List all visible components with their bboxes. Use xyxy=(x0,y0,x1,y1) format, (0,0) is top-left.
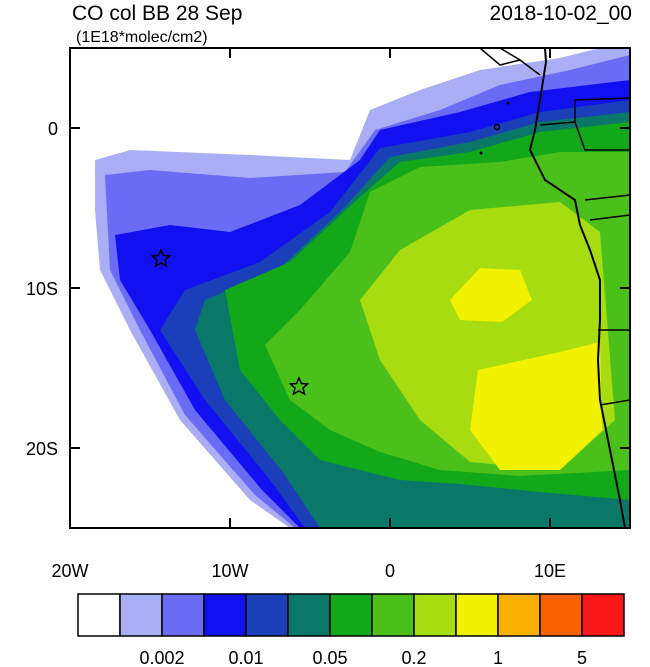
colorbar-label: 1 xyxy=(493,648,503,667)
colorbar-box xyxy=(287,593,331,637)
y-tick-label: 10S xyxy=(26,279,58,299)
colorbar-label: 5 xyxy=(577,648,587,667)
colorbar-label: 0.01 xyxy=(228,648,263,667)
colorbar-box xyxy=(581,593,625,637)
colorbar-box xyxy=(119,593,163,637)
x-tick-label: 10W xyxy=(211,561,248,581)
colorbar: 0.002 0.01 0.05 0.2 1 5 xyxy=(77,593,625,667)
colorbar-box xyxy=(371,593,415,637)
colorbar-label: 0.002 xyxy=(139,648,184,667)
colorbar-box xyxy=(497,593,541,637)
units: (1E18*molec/cm2) xyxy=(76,29,208,46)
colorbar-box xyxy=(77,593,121,637)
x-tick-label: 10E xyxy=(534,561,566,581)
y-tick-label: 0 xyxy=(48,119,58,139)
colorbar-box xyxy=(245,593,289,637)
axis-ticks: 20W 10W 0 10E 0 10S 20S xyxy=(26,48,630,581)
title: CO col BB 28 Sep xyxy=(72,2,242,25)
date: 2018-10-02_00 xyxy=(490,2,632,25)
colorbar-box xyxy=(455,593,499,637)
y-tick-label: 20S xyxy=(26,439,58,459)
colorbar-box xyxy=(413,593,457,637)
colorbar-label: 0.2 xyxy=(401,648,426,667)
colorbar-box xyxy=(539,593,583,637)
colorbar-box xyxy=(329,593,373,637)
colorbar-box xyxy=(161,593,205,637)
colorbar-box xyxy=(203,593,247,637)
x-tick-label: 20W xyxy=(51,561,88,581)
x-tick-label: 0 xyxy=(385,561,395,581)
co-field xyxy=(95,48,630,528)
colorbar-label: 0.05 xyxy=(312,648,347,667)
